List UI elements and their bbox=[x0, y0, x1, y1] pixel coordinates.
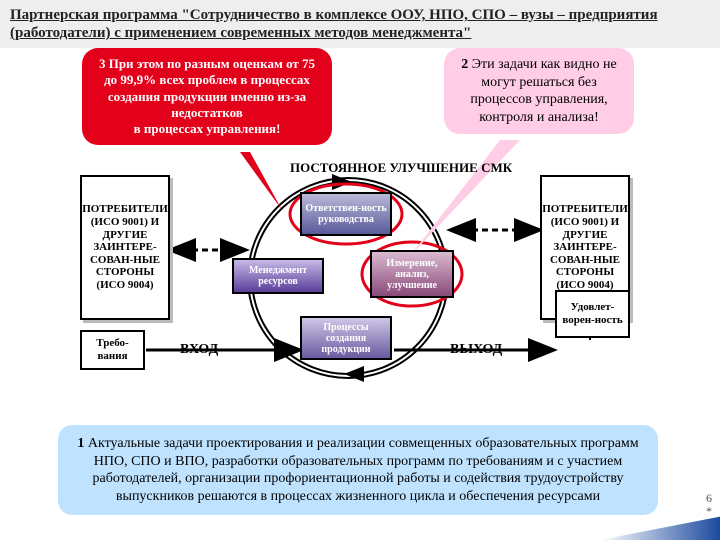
callout-1: 1 Актуальные задачи проектирования и реа… bbox=[58, 425, 658, 515]
page-title: Партнерская программа "Сотрудничество в … bbox=[0, 0, 720, 48]
label-input: ВХОД bbox=[180, 342, 218, 358]
box-consumers-left: ПОТРЕБИТЕЛИ (ИСО 9001) И ДРУГИЕ ЗАИНТЕРЕ… bbox=[80, 175, 170, 320]
box-requirements: Требо-вания bbox=[80, 330, 145, 370]
label-output: ВЫХОД bbox=[450, 342, 502, 358]
page-number: 6* bbox=[706, 492, 712, 518]
node-responsibility: Ответствен-ность руководства bbox=[300, 192, 392, 236]
node-resource-mgmt: Менеджмент ресурсов bbox=[232, 258, 324, 294]
node-measure: Измерение, анализ, улучшение bbox=[370, 250, 454, 298]
banner-label: ПОСТОЯННОЕ УЛУЧШЕНИЕ СМК bbox=[290, 160, 512, 176]
callout-3: 3 При этом по разным оценкам от 75 до 99… bbox=[82, 48, 332, 145]
callout-2: 2 Эти задачи как видно не могут решаться… bbox=[444, 48, 634, 134]
box-satisfaction: Удовлет-ворен-ность bbox=[555, 290, 630, 338]
node-processes: Процессы создания продукции bbox=[300, 316, 392, 360]
